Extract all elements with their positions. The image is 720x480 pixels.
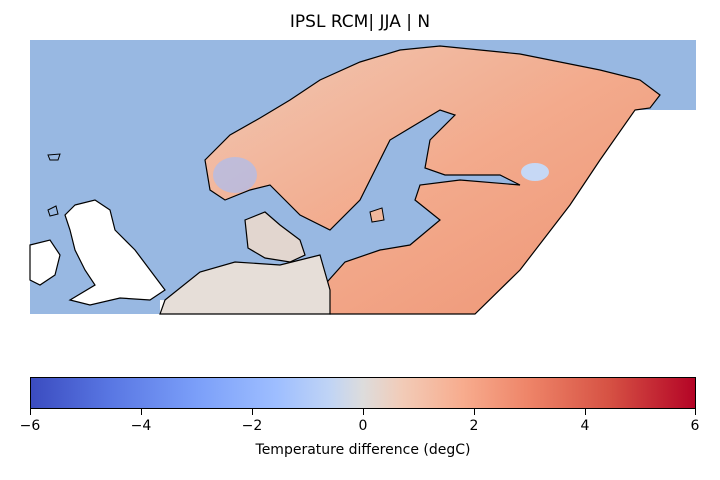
colorbar-tick-label: 2: [469, 418, 479, 434]
colorbar-tick-label: 6: [690, 418, 700, 434]
colorbar-label: Temperature difference (degC): [255, 442, 471, 458]
ireland-land: [29, 239, 61, 286]
colorbar-tick-label: −4: [130, 418, 152, 434]
scandinavia-land: [204, 45, 661, 315]
north-germany-land: [159, 254, 331, 315]
denmark-land: [244, 211, 306, 263]
map-title: IPSL RCM| JJA | N: [289, 12, 431, 32]
colorbar-tick-label: 4: [580, 418, 590, 434]
cool-patch-russia: [521, 163, 549, 181]
temperature-map: [29, 40, 696, 315]
colorbar-tick: [585, 409, 586, 415]
faroe-islands: [47, 153, 61, 161]
colorbar-tick-label: −6: [19, 418, 41, 434]
colorbar-tick-label: 0: [358, 418, 368, 434]
colorbar-tick: [695, 409, 696, 415]
gotland-island: [369, 207, 385, 223]
colorbar-tick: [252, 409, 253, 415]
colorbar-tick: [30, 409, 31, 415]
colorbar-tick-label: −2: [241, 418, 263, 434]
colorbar-tick: [363, 409, 364, 415]
colorbar-tick: [474, 409, 475, 415]
cool-patch-norway: [213, 157, 257, 193]
colorbar: [30, 377, 696, 409]
shetland-islands: [47, 205, 59, 217]
colorbar-tick: [141, 409, 142, 415]
great-britain-land: [64, 199, 166, 306]
